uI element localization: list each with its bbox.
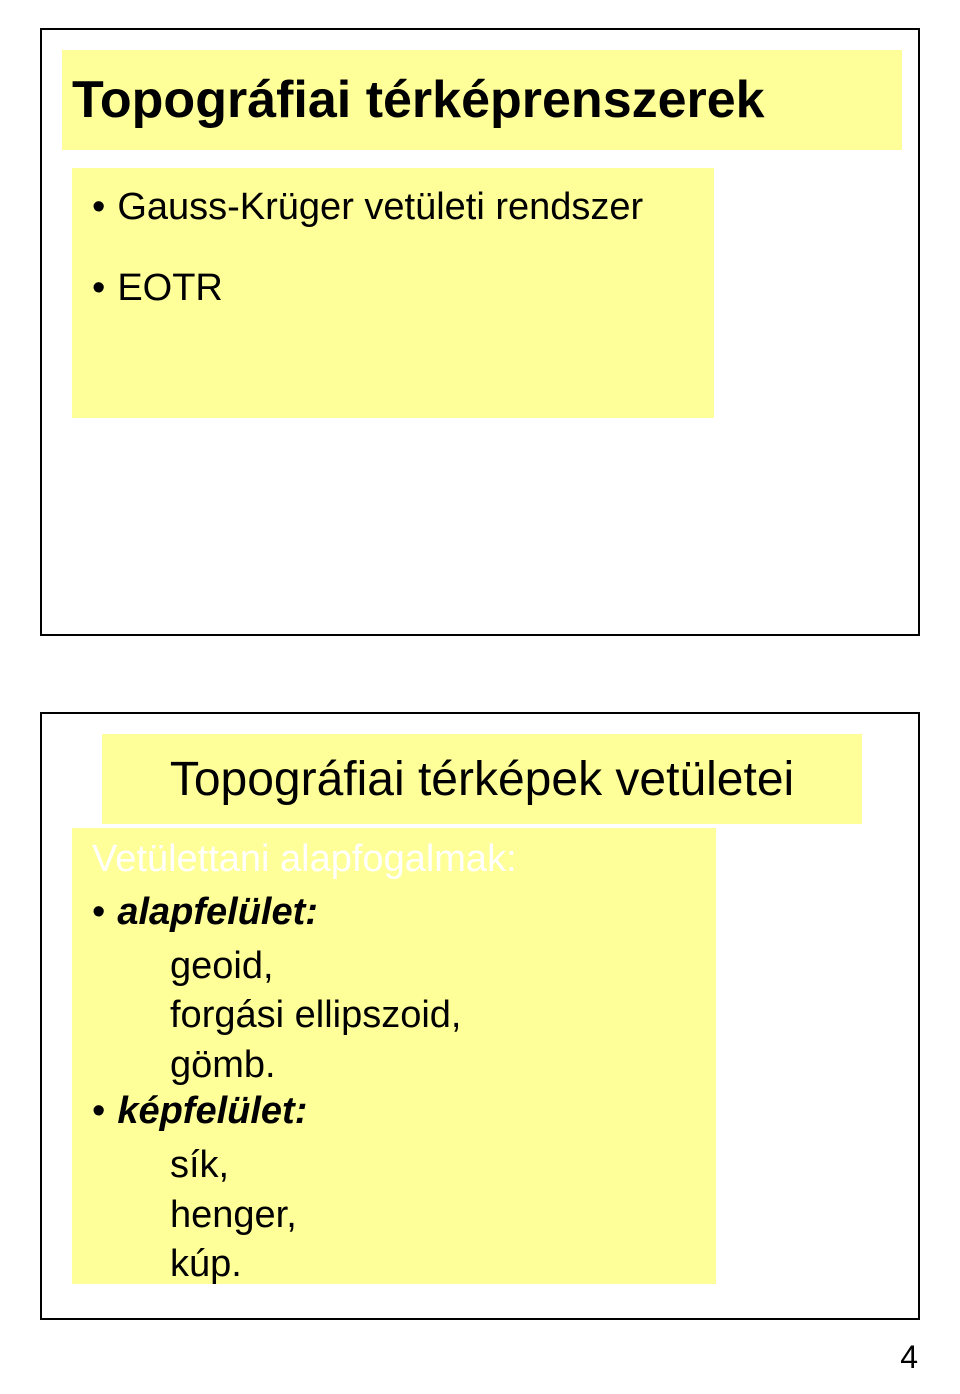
sub-item: gömb. <box>170 1041 696 1090</box>
bullet-text: EOTR <box>117 267 223 310</box>
sub-item: geoid, <box>170 942 696 991</box>
bullet-dot-icon: • <box>92 893 105 931</box>
sub-item: sík, <box>170 1141 696 1190</box>
slide-2-title-box: Topográfiai térképek vetületei <box>102 734 862 824</box>
slide-1-content-box: • Gauss-Krüger vetületi rendszer • EOTR <box>72 168 714 418</box>
bullet-label: képfelület: <box>117 1090 307 1133</box>
bullet-item: • képfelület: <box>92 1090 696 1133</box>
slide-2-title: Topográfiai térképek vetületei <box>170 752 794 807</box>
bullet-item: • EOTR <box>92 267 694 310</box>
sub-item: kúp. <box>170 1240 696 1289</box>
bullet-dot-icon: • <box>92 269 105 307</box>
slide-2: Topográfiai térképek vetületei Vetületta… <box>40 712 920 1320</box>
sub-item: henger, <box>170 1191 696 1240</box>
bullet-item: • Gauss-Krüger vetületi rendszer <box>92 186 694 229</box>
bullet-text: Gauss-Krüger vetületi rendszer <box>117 186 643 229</box>
slide-2-content-box: Vetülettani alapfogalmak: • alapfelület:… <box>72 828 716 1284</box>
slide-1-title-box: Topográfiai térképrenszerek <box>62 50 902 150</box>
slide-1: Topográfiai térképrenszerek • Gauss-Krüg… <box>40 28 920 636</box>
bullet-item: • alapfelület: <box>92 891 696 934</box>
bullet-dot-icon: • <box>92 1092 105 1130</box>
bullet-dot-icon: • <box>92 188 105 226</box>
subtitle: Vetülettani alapfogalmak: <box>92 838 696 881</box>
sub-item: forgási ellipszoid, <box>170 991 696 1040</box>
bullet-label: alapfelület: <box>117 891 318 934</box>
slide-1-title: Topográfiai térképrenszerek <box>72 70 765 130</box>
page-number: 4 <box>900 1339 918 1376</box>
